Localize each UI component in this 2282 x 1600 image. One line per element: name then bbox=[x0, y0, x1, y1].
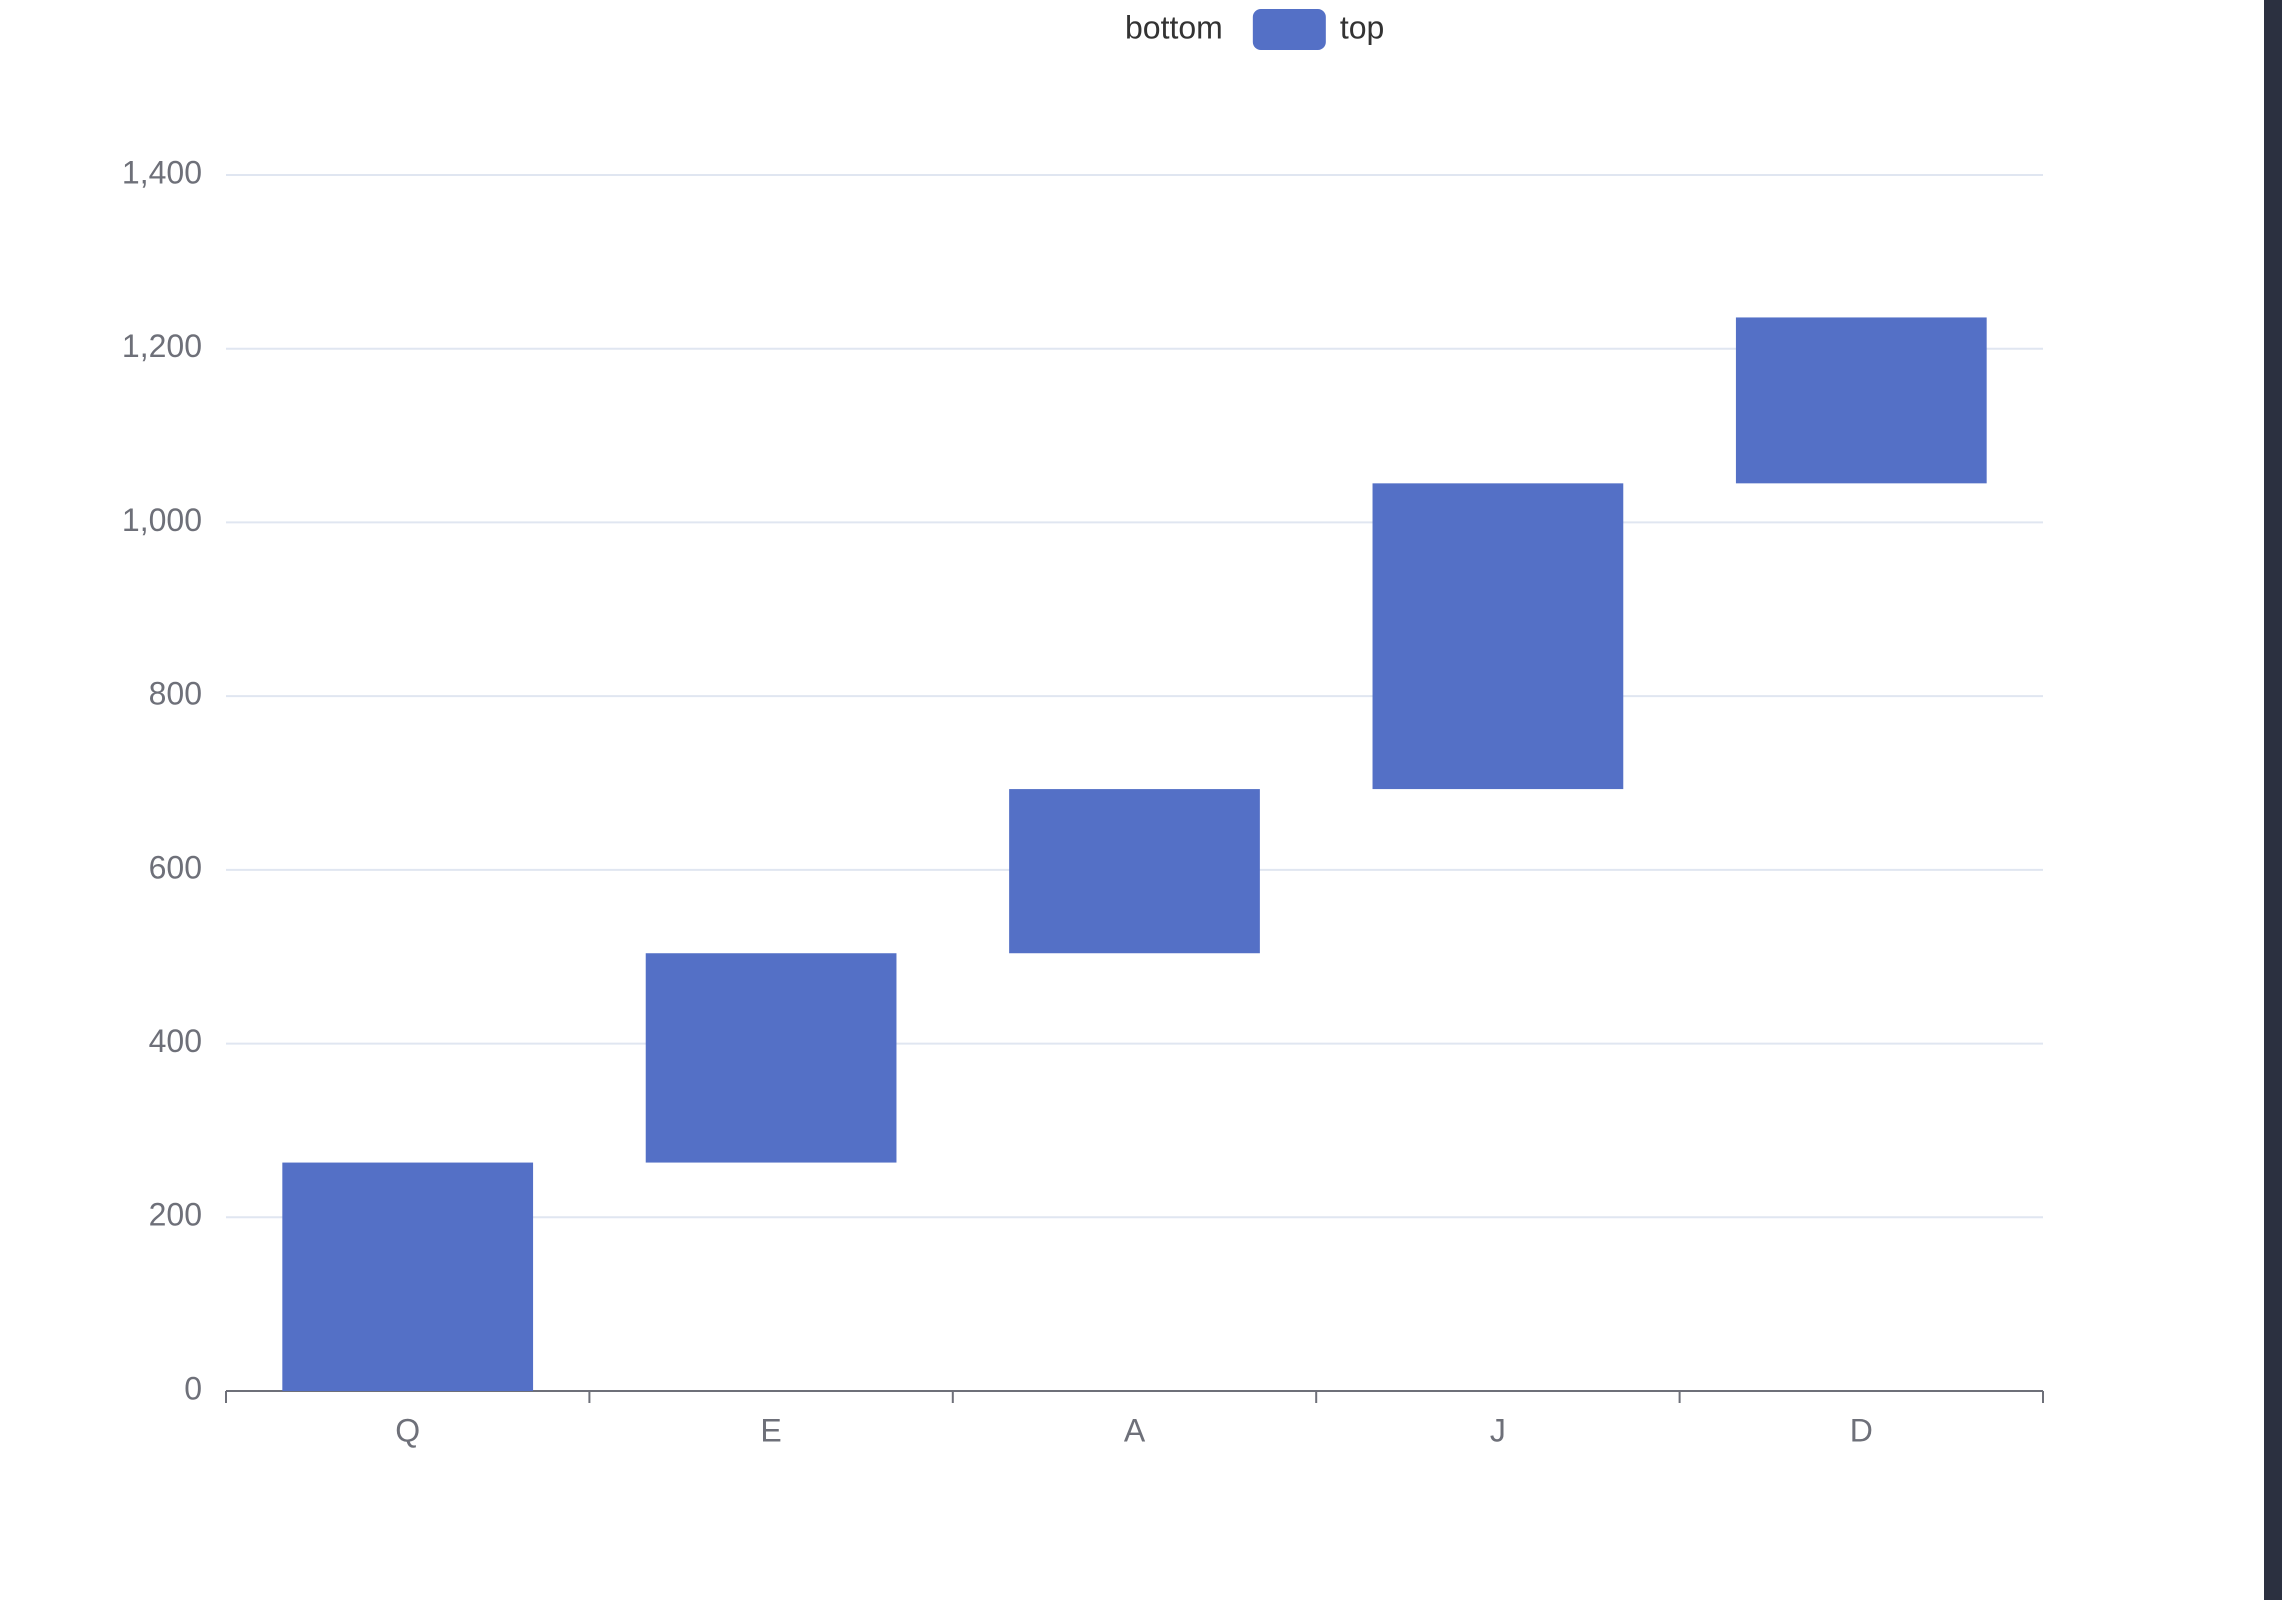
x-tick-label: A bbox=[1124, 1412, 1146, 1448]
bar bbox=[1736, 483, 1987, 1391]
y-tick-label: 0 bbox=[184, 1370, 202, 1406]
y-tick-label: 200 bbox=[149, 1197, 202, 1233]
y-tick-label: 600 bbox=[149, 849, 202, 885]
y-tick-label: 800 bbox=[149, 676, 202, 712]
x-tick-label: D bbox=[1850, 1412, 1873, 1448]
bar bbox=[1373, 789, 1624, 1391]
legend-swatch bbox=[1038, 9, 1111, 50]
y-tick-label: 400 bbox=[149, 1023, 202, 1059]
legend: bottom top bbox=[1038, 9, 1384, 50]
bar bbox=[1009, 789, 1260, 954]
legend-swatch bbox=[1252, 9, 1326, 50]
legend-label: bottom bbox=[1125, 9, 1223, 45]
legend-label: top bbox=[1340, 9, 1384, 45]
bar bbox=[1009, 953, 1260, 1391]
bar bbox=[282, 1162, 534, 1391]
y-tick-label: 1,000 bbox=[122, 502, 202, 538]
bar bbox=[1372, 483, 1624, 790]
bar bbox=[1735, 317, 1987, 484]
x-tick-label: J bbox=[1490, 1412, 1506, 1448]
x-tick-label: Q bbox=[395, 1412, 420, 1448]
y-tick-label: 1,400 bbox=[122, 154, 202, 190]
x-tick-label: E bbox=[760, 1412, 781, 1448]
scrollbar bbox=[2264, 0, 2282, 1600]
bar bbox=[645, 953, 897, 1163]
bar bbox=[646, 1163, 897, 1391]
y-tick-label: 1,200 bbox=[122, 328, 202, 364]
